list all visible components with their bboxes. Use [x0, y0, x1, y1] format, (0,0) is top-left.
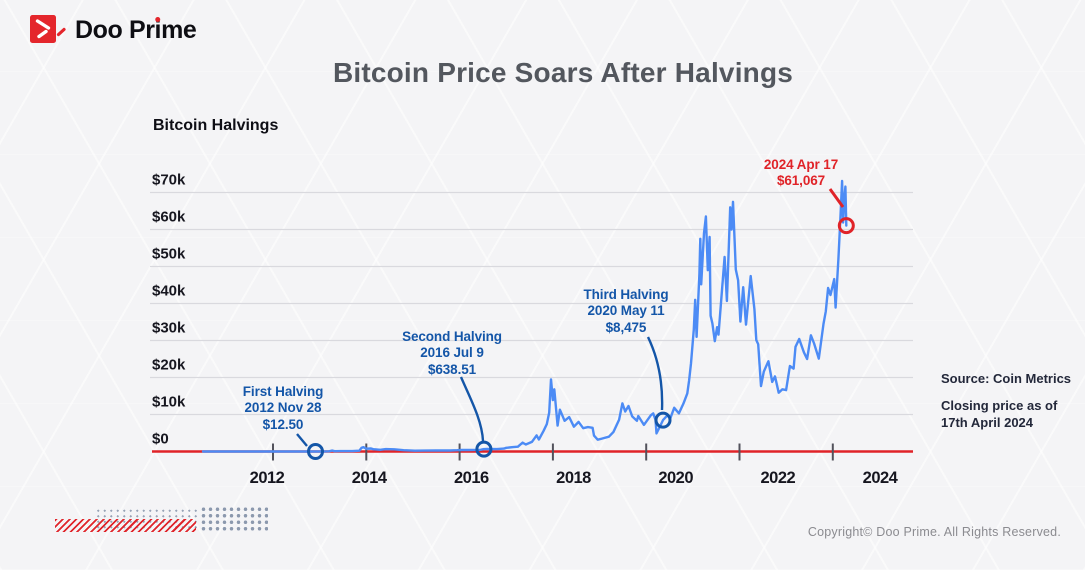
bitcoin-price-line: [201, 179, 848, 453]
y-axis-label: $10k: [152, 394, 186, 411]
page-title: Bitcoin Price Soars After Halvings: [332, 57, 794, 88]
y-axis-label: $40k: [152, 283, 186, 300]
copyright-text: Copyright© Doo Prime. All Rights Reserve…: [807, 525, 1061, 539]
x-axis-label: 2022: [760, 469, 795, 487]
halving-marker-ring: [307, 443, 324, 460]
halving-marker-ring: [837, 217, 855, 235]
x-axis-label: 2012: [250, 469, 285, 487]
halving-annotation-line: $12.50: [262, 416, 304, 432]
halving-annotation: Second Halving 2016 Jul 9 $638.51: [402, 329, 502, 378]
brand-name: Doo Prime: [75, 15, 197, 44]
halving-annotation-line: $8,475: [605, 319, 647, 335]
halving-annotation-line: Third Halving: [583, 287, 669, 302]
halving-marker-ring: [654, 411, 672, 429]
brand-i-dot: i: [154, 15, 162, 44]
halving-annotation-line: 2020 May 11: [587, 303, 665, 319]
halving-annotation-line: $61,067: [776, 173, 826, 189]
decorative-pattern: [55, 505, 270, 535]
halving-annotation-line: 2024 Apr 17: [763, 157, 839, 172]
halving-annotation-line: Second Halving: [402, 329, 502, 344]
x-axis-label: 2020: [658, 469, 693, 487]
x-axis-label: 2016: [454, 469, 489, 487]
x-axis-label: 2024: [863, 469, 899, 487]
y-axis-label: $20k: [152, 357, 186, 374]
y-axis-label: $50k: [152, 246, 186, 263]
halving-annotation: 2024 Apr 17 $61,067: [764, 157, 838, 190]
halving-annotation-line: $638.51: [427, 361, 477, 377]
source-notes: Source: Coin Metrics Closing price as of…: [941, 370, 1071, 431]
halving-marker-ring: [475, 440, 493, 458]
halving-annotation: Third Halving 2020 May 11 $8,475: [584, 287, 669, 336]
y-axis-label: $0: [152, 431, 169, 448]
annotation-pointer: [459, 376, 485, 442]
halving-annotation-line: First Halving: [242, 384, 324, 399]
chart-heading: Bitcoin Halvings: [153, 117, 279, 134]
doo-prime-logo-icon: [30, 15, 66, 43]
dot-grid-large: [200, 506, 268, 532]
x-axis-label: 2014: [352, 469, 388, 487]
halving-annotation: First Halving 2012 Nov 28 $12.50: [242, 384, 324, 433]
x-axis-label: 2018: [556, 469, 591, 487]
y-axis-label: $30k: [152, 320, 186, 337]
red-hatched-bar: [55, 519, 196, 532]
annotation-pointer: [646, 336, 664, 411]
y-axis-label: $60k: [152, 209, 186, 226]
annotation-pointer: [828, 188, 845, 208]
halving-annotation-line: 2012 Nov 28: [244, 400, 322, 416]
source-text: Source: Coin Metrics: [941, 371, 1072, 386]
annotation-pointer: [296, 433, 308, 447]
y-axis-label: $70k: [152, 172, 186, 189]
closing-price-note: Closing price as of 17th April 2024: [941, 398, 1058, 430]
doo-prime-logo: Doo Prime: [30, 15, 197, 45]
halving-annotation-line: 2016 Jul 9: [420, 345, 484, 361]
